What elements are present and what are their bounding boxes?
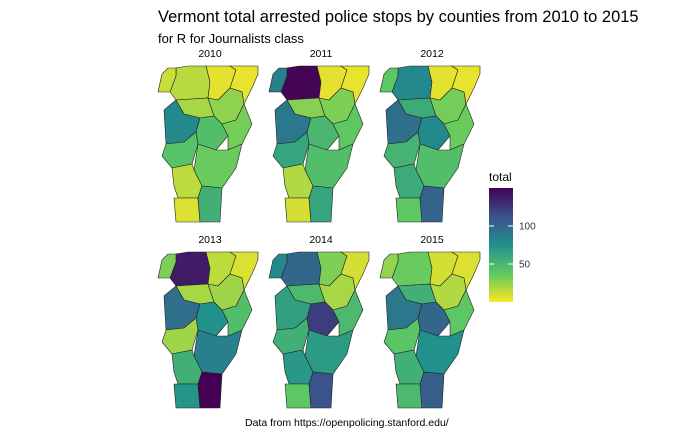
vermont-map-1 — [157, 65, 259, 223]
legend-colorbar: 100 50 — [489, 188, 536, 302]
panel-title-3: 2012 — [420, 48, 444, 60]
county-grand-isle — [157, 67, 177, 93]
panel-title-5: 2014 — [309, 234, 333, 246]
county-windsor — [415, 143, 465, 189]
county-addison — [272, 317, 310, 355]
map-panel-6: 2015 — [379, 234, 484, 409]
county-orange — [443, 289, 475, 337]
panel-title-1: 2010 — [198, 48, 222, 60]
county-orange — [332, 103, 364, 151]
map-panel-5: 2014 — [268, 234, 373, 409]
chart-subtitle: for R for Journalists class — [158, 31, 304, 46]
county-orange — [332, 289, 364, 337]
county-grand-isle — [379, 67, 399, 93]
county-orange — [221, 103, 253, 151]
county-windham — [419, 185, 445, 223]
legend-gradient-bar — [489, 188, 513, 302]
county-bennington — [284, 197, 312, 223]
county-windsor — [193, 143, 243, 189]
county-bennington — [395, 197, 423, 223]
county-windham — [197, 185, 223, 223]
county-bennington — [173, 197, 201, 223]
county-windham — [419, 371, 445, 409]
county-windsor — [304, 329, 354, 375]
legend-tick-label: 100 — [519, 222, 536, 233]
legend-title: total — [489, 170, 512, 184]
panel-title-6: 2015 — [420, 234, 444, 246]
vermont-map-2 — [268, 65, 370, 223]
county-grand-isle — [379, 253, 399, 279]
county-addison — [383, 317, 421, 355]
county-grand-isle — [268, 67, 288, 93]
county-addison — [272, 131, 310, 169]
county-grand-isle — [157, 253, 177, 279]
chart-caption: Data from https://openpolicing.stanford.… — [245, 417, 449, 429]
county-windham — [308, 185, 334, 223]
map-panel-3: 2012 — [379, 48, 484, 223]
county-addison — [161, 131, 199, 169]
county-bennington — [173, 383, 201, 409]
county-windham — [197, 371, 223, 409]
county-addison — [161, 317, 199, 355]
county-windsor — [304, 143, 354, 189]
chart-title: Vermont total arrested police stops by c… — [158, 8, 639, 26]
legend-tick-label: 50 — [519, 260, 531, 271]
county-bennington — [395, 383, 423, 409]
vermont-map-4 — [157, 251, 259, 409]
county-windsor — [415, 329, 465, 375]
vermont-map-5 — [268, 251, 370, 409]
map-panel-2: 2011 — [268, 48, 373, 223]
county-grand-isle — [268, 253, 288, 279]
county-windsor — [193, 329, 243, 375]
map-panel-4: 2013 — [157, 234, 262, 409]
panel-title-2: 2011 — [309, 48, 333, 60]
county-windham — [308, 371, 334, 409]
vermont-map-3 — [379, 65, 481, 223]
county-orange — [443, 103, 475, 151]
county-bennington — [284, 383, 312, 409]
vermont-map-6 — [379, 251, 481, 409]
panel-title-4: 2013 — [198, 234, 222, 246]
color-legend: total 100 50 — [489, 170, 569, 310]
map-panel-1: 2010 — [157, 48, 262, 223]
county-orange — [221, 289, 253, 337]
county-addison — [383, 131, 421, 169]
